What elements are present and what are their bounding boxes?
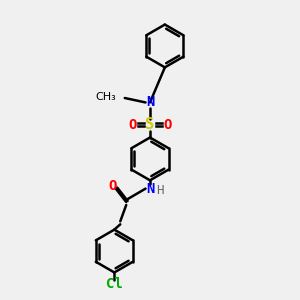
Text: O: O bbox=[109, 179, 117, 193]
Text: N: N bbox=[146, 182, 154, 196]
Text: N: N bbox=[146, 95, 154, 110]
Text: H: H bbox=[156, 184, 163, 196]
Text: O: O bbox=[128, 118, 136, 132]
Text: O: O bbox=[164, 118, 172, 132]
Text: S: S bbox=[146, 117, 154, 132]
Text: Cl: Cl bbox=[106, 277, 123, 291]
Text: CH₃: CH₃ bbox=[95, 92, 116, 101]
